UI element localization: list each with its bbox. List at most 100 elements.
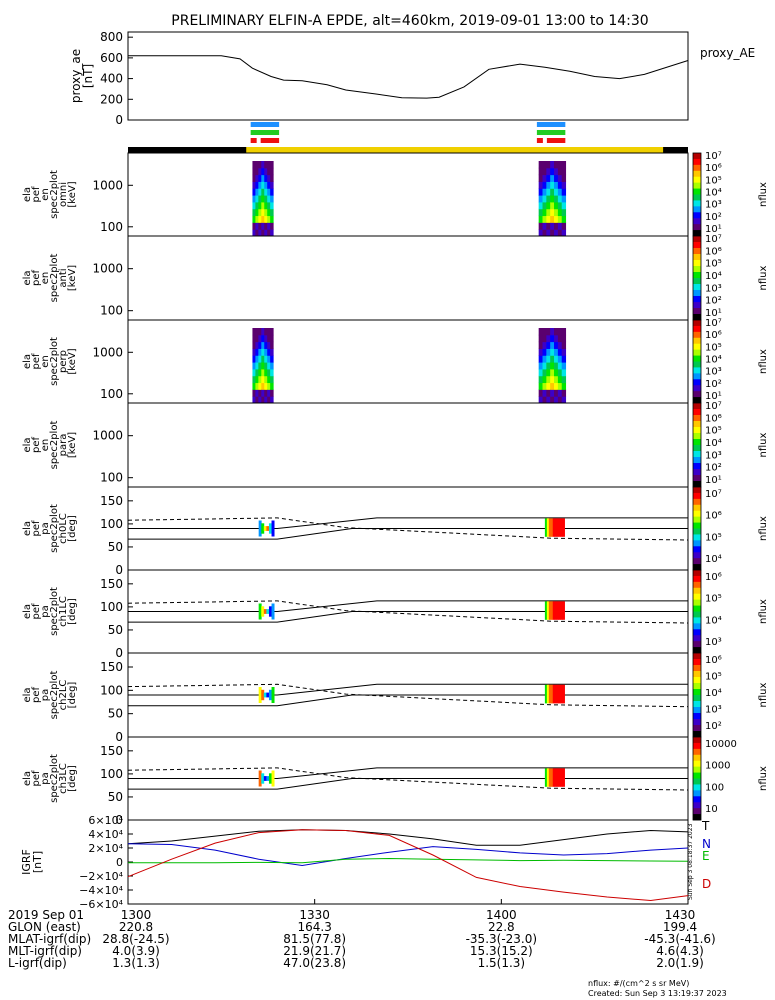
spectrogram-cell [252,229,256,237]
colorbar-segment [693,272,701,279]
y-axis-label: pef [31,603,42,620]
spectrogram-cell [542,355,547,363]
spectrogram-cell [538,355,544,363]
spectrogram-cell [261,174,265,182]
colorbar-tick-label: 10⁶ [705,330,722,341]
spectrogram-cell [261,389,265,397]
spectrogram-cell [252,328,256,336]
colorbar-tick-label: 10² [705,212,722,223]
spectrogram-cell [550,348,555,356]
spectrogram-cell [538,229,544,237]
colorbar-tick-label: 10² [705,721,722,732]
spectrogram-cell [264,341,268,349]
y-axis-label: pef [31,770,42,787]
colorbar-tick-label: 10³ [705,200,722,211]
spectrogram-cell [261,215,265,223]
spectrogram-cell [538,334,544,343]
colorbar-segment [693,278,701,285]
side-timestamp: Sun Sep 3 08:18:37 2023 [687,823,694,900]
spectrogram-cell [554,181,559,189]
spectrogram-cell [561,208,567,217]
spectrogram-cell [270,328,274,336]
colorbar-segment [693,385,701,392]
pitch-spectrogram-cell [550,768,554,787]
colorbar-segment [693,415,701,422]
y-axis-label: en [40,439,51,452]
loss-cone-line [128,683,688,696]
spectrogram-cell [270,355,274,363]
y-axis-label: ela [22,521,33,536]
colorbar-segment [693,772,701,779]
x-row-value: 220.8 [119,920,153,934]
y-tick-label: 600 [100,51,123,65]
spectrogram-cell [546,341,551,349]
spectrogram-cell [255,222,259,230]
colorbar-segment [693,605,701,612]
colorbar-segment [693,349,701,356]
spectrogram-cell [258,181,262,189]
colorbar-tick-label: 10⁶ [705,572,722,583]
colorbar-segment [693,504,701,512]
spectrogram-cell [561,375,567,384]
x-row-value: 22.8 [488,920,515,934]
spectrogram-cell [557,181,563,189]
pitch-spectrogram-cell [562,768,565,787]
spectrogram-cell [261,341,265,349]
spectrogram-cell [550,368,555,377]
spectrogram-cell [252,201,256,210]
pitch-spectrogram-cell [266,776,270,781]
y-axis-label: spec2plot [49,337,60,386]
spectrogram-cell [258,188,262,196]
spectrogram-cell [270,334,274,343]
spectrogram-cell [261,382,265,390]
spectrogram-cell [554,328,559,336]
colorbar-tick-label: 10⁵ [705,342,722,353]
colorbar-segment [693,391,701,398]
spectrogram-cell [270,348,274,356]
y-axis-label: [deg] [67,682,78,709]
spectrogram-cell [264,188,268,196]
spectrogram-cell [538,195,544,203]
spectrogram-cell [258,328,262,336]
colorbar-segment [693,760,701,768]
y-tick-label: 0 [115,646,123,660]
y-axis-label: spec2plot [49,587,60,636]
colorbar-segment [693,314,701,321]
colorbar-segment [693,653,701,660]
spectrogram-cell [554,201,559,210]
y-axis-label: spec2plot [49,754,60,803]
spectrogram-cell [554,389,559,397]
spectrogram-cell [550,181,555,189]
indicator-red [260,138,280,143]
spectrogram-cell [546,389,551,397]
pitch-spectrogram-cell [548,601,552,620]
colorbar-segment [693,260,701,267]
spectrogram-cell [258,208,262,217]
spectrogram-cell [267,362,271,370]
spectrogram-cell [538,174,544,182]
spectrogram-cell [252,167,256,176]
colorbar-segment [693,719,701,726]
pitch-spectrogram-cell [554,601,558,620]
spectrogram-cell [270,201,274,210]
y-axis-label: ela [22,187,33,202]
pitch-spectrogram-cell [556,518,560,537]
spectrogram-cell [255,355,259,363]
y-axis-label: [nT] [31,851,44,873]
spectrogram-cell [255,208,259,217]
colorbar-segment [693,194,701,201]
spectrogram-cell [561,334,567,343]
y-axis-label: pef [31,353,42,370]
y-tick-label: 100 [100,600,123,614]
spectrogram-cell [561,389,567,397]
spectrogram-cell [538,208,544,217]
colorbar-segment [693,421,701,428]
spectrogram-cell [252,382,256,390]
y-tick-label: 50 [108,623,123,637]
y-tick-label: 50 [108,707,123,721]
y-axis-label: ela [22,771,33,786]
colorbar-tick-label: 10⁴ [705,271,722,282]
pitch-spectrogram-cell [546,768,550,787]
spectrogram-cell [255,174,259,182]
y-tick-label: 2×10⁴ [88,842,123,855]
